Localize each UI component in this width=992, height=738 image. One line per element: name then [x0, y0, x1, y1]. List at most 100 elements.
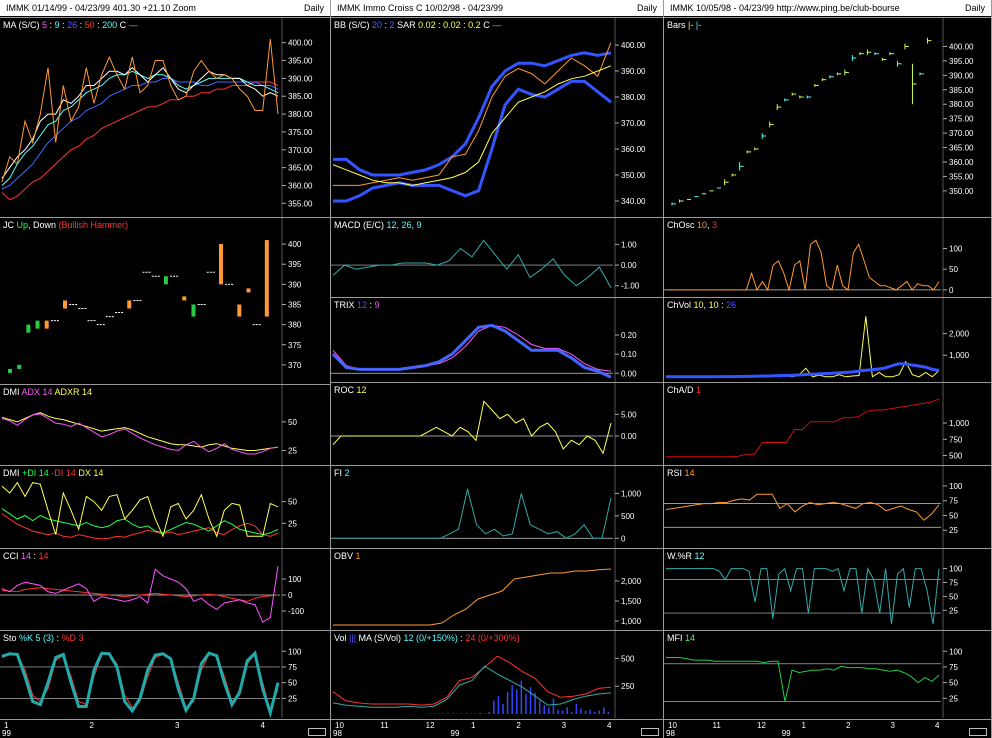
panel-title-ma[interactable]: MA (S/C) 5 : 9 : 26 : 50 : 200 C —: [3, 20, 138, 30]
y-tick-label: 390.00: [949, 71, 974, 80]
x-tick-label: 11: [380, 721, 389, 730]
y-tick-label: 750: [949, 435, 963, 444]
x-tick-label: 11: [712, 721, 721, 730]
period-selector[interactable]: Daily: [636, 3, 657, 13]
y-tick-label: -100: [288, 607, 305, 616]
plot-cci: 100 0 -100: [0, 549, 305, 631]
panel-title-bb[interactable]: BB (S/C) 20 : 2 SAR 0.02 : 0.02 : 0.2 C …: [334, 20, 501, 30]
x-year-label: 99: [781, 729, 791, 738]
panel-title-macd[interactable]: MACD (E/C) 12, 26, 9: [334, 220, 422, 230]
title-segment: :: [382, 20, 390, 30]
y-tick-label: 500: [949, 452, 963, 461]
plot-chosc: 100 50 0: [664, 218, 963, 298]
title-segment: :: [94, 20, 103, 30]
title-segment: |||: [349, 633, 357, 643]
title-segment: +DI 14: [22, 468, 49, 478]
plot-obv: 2,000 1,500 1,000: [333, 549, 642, 631]
y-tick-label: 390.00: [621, 67, 646, 76]
y-tick-label: 50: [949, 265, 958, 274]
title-segment: 10: [708, 300, 719, 310]
panel-title-mfi[interactable]: MFI 14: [667, 633, 695, 643]
title-segment: :: [77, 20, 85, 30]
panel-ma: 400.00 395.00 390.00 385.00 380.00 375.00 370.…: [0, 17, 330, 218]
x-tick-label: 1: [471, 721, 476, 730]
y-tick-label: 390.00: [288, 74, 313, 83]
y-tick-label: 1,000: [621, 489, 642, 498]
series-line-vol-0: [332, 655, 612, 706]
panel-title-rsi[interactable]: RSI 14: [667, 468, 695, 478]
panel-title-fi[interactable]: FI 2: [334, 468, 350, 478]
panel-title-cci[interactable]: CCI 14 : 14: [3, 551, 49, 561]
title-segment: FI: [334, 468, 345, 478]
y-tick-label: 1,500: [621, 597, 642, 606]
plot-bb: 400.00 390.00 380.00 370.00 360.00 350.00 340.…: [332, 18, 646, 218]
panel-chosc: 100 50 0 ChOsc 10, 3: [664, 217, 991, 298]
title-segment: :: [31, 551, 39, 561]
y-tick-label: 0: [949, 286, 954, 295]
y-tick-label: 0.10: [621, 350, 637, 359]
title-segment: :: [59, 20, 68, 30]
period-selector[interactable]: Daily: [964, 3, 985, 13]
y-tick-label: 395.00: [949, 57, 974, 66]
title-segment: RSI: [667, 468, 685, 478]
scroll-handle[interactable]: [308, 728, 326, 736]
title-segment: |-: [688, 20, 694, 30]
panel-title-chvol[interactable]: ChVol 10, 10 : 26: [667, 300, 736, 310]
time-axis: 10 11 12 1 2 3 4 98 99: [664, 719, 991, 738]
panel-title-chosc[interactable]: ChOsc 10, 3: [667, 220, 717, 230]
panel-title-chad[interactable]: ChA/D 1: [667, 385, 701, 395]
panel-title-vol[interactable]: Vol ||| MA (S/Vol) 12 (0/+150%) : 24 (0/…: [334, 633, 520, 643]
panel-title-dmi2[interactable]: DMI +DI 14 -DI 14 DX 14: [3, 468, 103, 478]
scroll-handle[interactable]: [969, 728, 987, 736]
title-segment: C: [480, 20, 493, 30]
panel-jc: 400 395 390 385 380 375 370 JC Up, Down (Bullis…: [0, 217, 330, 385]
plot-roc: 5.00 0.00: [331, 383, 637, 466]
panel-title-trix[interactable]: TRIX 12 : 9: [334, 300, 380, 310]
down-candle: [218, 244, 223, 285]
title-segment: 26: [726, 300, 737, 310]
x-year-label: 98: [666, 729, 675, 738]
y-tick-label: 0: [621, 534, 626, 543]
chart-column-1: IMMK 01/14/99 - 04/23/99 401.30 +21.10 Z…: [0, 0, 331, 738]
y-tick-label: 350.00: [949, 187, 974, 196]
y-tick-label: 385.00: [288, 92, 313, 101]
panel-title-sto[interactable]: Sto %K 5 (3) : %D 3: [3, 633, 84, 643]
panel-sto: 100 75 50 25 Sto %K 5 (3) : %D 3: [0, 630, 330, 718]
x-tick-label: 2: [516, 721, 521, 730]
down-candle: [63, 300, 68, 309]
series-line-obv-0: [333, 568, 612, 626]
scroll-handle[interactable]: [641, 728, 659, 736]
y-tick-label: 50: [288, 498, 297, 507]
title-segment: Vol: [334, 633, 350, 643]
panel-cci: 100 0 -100 CCI 14 : 14: [0, 548, 330, 631]
panel-title-bars[interactable]: Bars |- |-: [667, 20, 701, 30]
title-segment: SAR: [394, 20, 419, 30]
y-tick-label: 1,000: [949, 419, 970, 428]
title-segment: 1: [355, 551, 361, 561]
y-tick-label: -1.00: [621, 282, 640, 291]
title-segment: 9: [54, 20, 60, 30]
y-tick-label: 360.00: [621, 145, 646, 154]
title-segment: ChVol: [667, 300, 694, 310]
down-candle: [44, 320, 49, 329]
title-segment: 12, 26, 9: [386, 220, 422, 230]
panel-title-obv[interactable]: OBV 1: [334, 551, 361, 561]
panel-wr: 100 75 50 25 W.%R 12: [664, 548, 991, 631]
panel-title-dmi1[interactable]: DMI ADX 14 ADXR 14: [3, 387, 92, 397]
plot-sto: 100 75 50 25: [0, 631, 302, 718]
series-line-bb-1: [333, 79, 612, 203]
panel-title-jc[interactable]: JC Up, Down (Bullish Hammer): [3, 220, 128, 230]
panel-title-wr[interactable]: W.%R 12: [667, 551, 705, 561]
plot-wr: 100 75 50 25: [664, 549, 963, 631]
plot-chvol: 2,000 1,000: [666, 298, 970, 383]
panel-title-roc[interactable]: ROC 12: [334, 385, 367, 395]
panel-rsi: 100 75 50 25 RSI 14: [664, 465, 991, 549]
y-tick-label: 395: [288, 260, 302, 269]
series-line-ma-0: [1, 81, 279, 201]
y-tick-label: 370: [288, 361, 302, 370]
x-year-label: 99: [450, 729, 460, 738]
y-tick-label: 25: [949, 526, 958, 535]
panel-dmi1: 50 25 DMI ADX 14 ADXR 14: [0, 384, 330, 466]
y-tick-label: 1,000: [949, 351, 970, 360]
period-selector[interactable]: Daily: [303, 3, 324, 13]
